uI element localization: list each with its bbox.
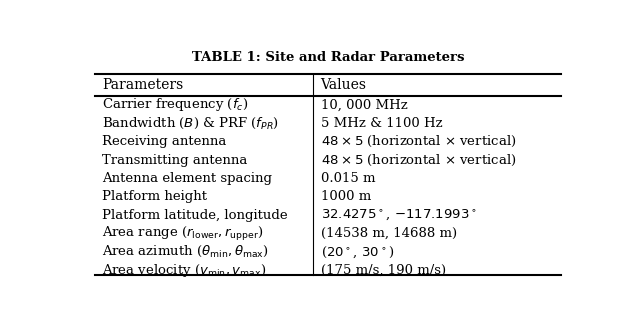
Text: Parameters: Parameters (102, 78, 184, 92)
Text: $32.4275^\circ$, $-117.1993^\circ$: $32.4275^\circ$, $-117.1993^\circ$ (321, 208, 476, 222)
Text: 0.015 m: 0.015 m (321, 172, 375, 185)
Text: (14538 m, 14688 m): (14538 m, 14688 m) (321, 227, 457, 240)
Text: $48 \times 5$ (horizontal $\times$ vertical): $48 \times 5$ (horizontal $\times$ verti… (321, 134, 516, 149)
Text: $48 \times 5$ (horizontal $\times$ vertical): $48 \times 5$ (horizontal $\times$ verti… (321, 153, 516, 168)
Text: 10, 000 MHz: 10, 000 MHz (321, 98, 407, 111)
Text: Antenna element spacing: Antenna element spacing (102, 172, 273, 185)
Text: Area range ($r_{\mathrm{lower}}, r_{\mathrm{upper}}$): Area range ($r_{\mathrm{lower}}, r_{\mat… (102, 225, 264, 242)
Text: TABLE 1: Site and Radar Parameters: TABLE 1: Site and Radar Parameters (192, 51, 464, 63)
Text: Area azimuth ($\theta_{\min}, \theta_{\max}$): Area azimuth ($\theta_{\min}, \theta_{\m… (102, 244, 269, 259)
Text: (175 m/s, 190 m/s): (175 m/s, 190 m/s) (321, 264, 445, 277)
Text: Bandwidth ($B$) & PRF ($f_{PR}$): Bandwidth ($B$) & PRF ($f_{PR}$) (102, 116, 280, 131)
Text: Values: Values (321, 78, 367, 92)
Text: 1000 m: 1000 m (321, 190, 371, 203)
Text: Platform height: Platform height (102, 190, 207, 203)
Text: Transmitting antenna: Transmitting antenna (102, 154, 248, 166)
Text: Platform latitude, longitude: Platform latitude, longitude (102, 208, 288, 222)
Text: ($20^\circ$, $30^\circ$): ($20^\circ$, $30^\circ$) (321, 244, 394, 260)
Text: 5 MHz & 1100 Hz: 5 MHz & 1100 Hz (321, 117, 442, 130)
Text: Area velocity ($v_{\min}, v_{\max}$): Area velocity ($v_{\min}, v_{\max}$) (102, 262, 267, 279)
Text: Receiving antenna: Receiving antenna (102, 135, 227, 148)
Text: Carrier frequency ($f_c$): Carrier frequency ($f_c$) (102, 96, 249, 113)
